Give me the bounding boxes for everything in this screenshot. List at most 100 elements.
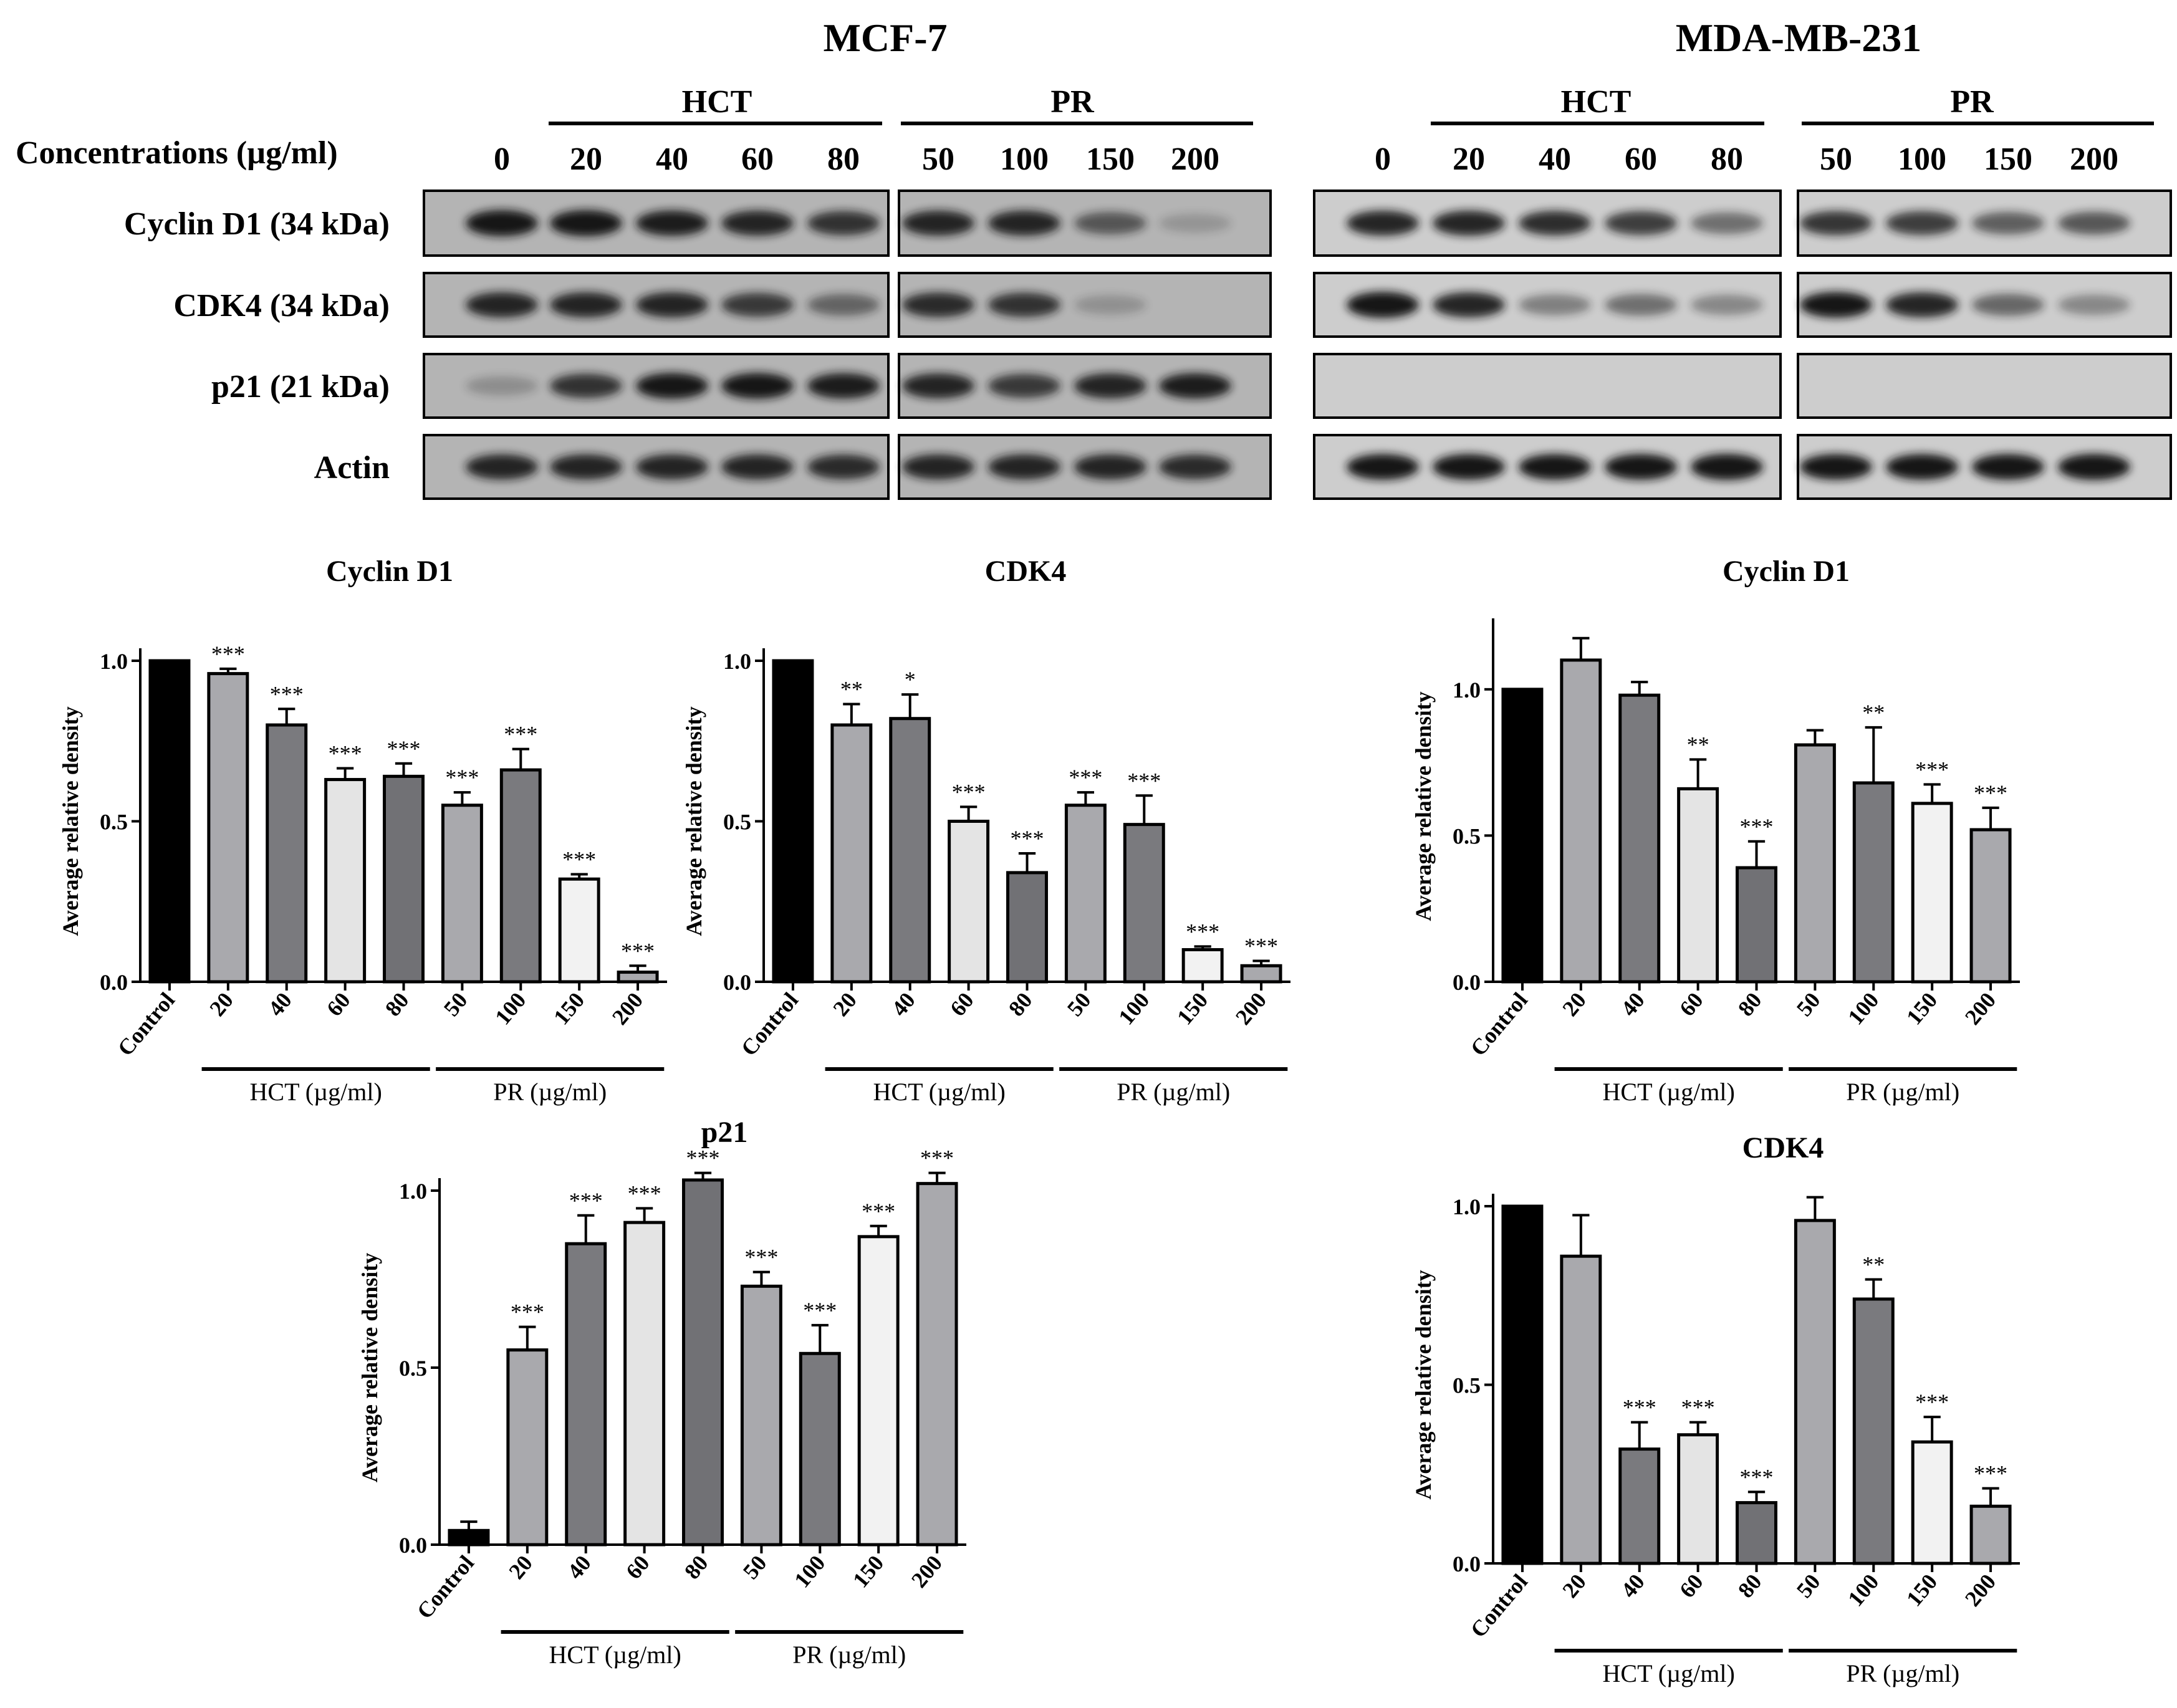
bar-60 xyxy=(1677,787,1719,984)
lane-label-mda-60: 60 xyxy=(1625,142,1657,177)
band-mcf7-row3-lane6 xyxy=(988,454,1060,480)
lane-label-mcf7-0: 0 xyxy=(494,142,510,177)
group-label-0: HCT (µg/ml) xyxy=(1603,1078,1735,1106)
mda-hct-label: HCT xyxy=(1561,84,1632,120)
bar-20 xyxy=(506,1348,549,1547)
blot-row-labels: Cyclin D1 (34 kDa) CDK4 (34 kDa) p21 (21 k… xyxy=(124,206,390,486)
band-mcf7-row1-lane4 xyxy=(807,294,880,316)
band-mcf7-row1-lane6 xyxy=(988,292,1060,317)
group-label-1: PR (µg/ml) xyxy=(792,1641,906,1669)
x-tick-label-50: 50 xyxy=(1062,987,1096,1020)
row-label-3: Actin xyxy=(314,450,390,486)
bar-150 xyxy=(1911,802,1953,984)
bar-100 xyxy=(1852,1297,1895,1565)
bar-100 xyxy=(499,768,542,984)
significance-100: *** xyxy=(803,1298,837,1323)
x-tick-label-40: 40 xyxy=(263,987,297,1020)
x-tick-label-150: 150 xyxy=(549,987,589,1029)
significance-50: *** xyxy=(1069,765,1102,790)
bar-40 xyxy=(1618,1447,1661,1565)
chart-mcf7-p21: p21 Average relative density 0.0 0.5 1.0 Cont… xyxy=(357,1116,966,1669)
band-mda-row1-lane0 xyxy=(1347,292,1419,318)
significance-50: *** xyxy=(445,765,479,790)
chart-mcf7-cdk4: CDK4 Average relative density 0.0 0.5 1.0 Con… xyxy=(681,555,1290,1106)
mda-pr-label: PR xyxy=(1950,84,1994,120)
y-tick-label-1.0: 1.0 xyxy=(723,649,751,674)
y-axis-label: Average relative density xyxy=(1411,1270,1436,1500)
lane-label-mda-150: 150 xyxy=(1984,142,2032,177)
group-label-0: HCT (µg/ml) xyxy=(1603,1659,1735,1687)
x-tick-label-150: 150 xyxy=(1172,987,1213,1029)
bar-20 xyxy=(830,723,873,984)
significance-40: * xyxy=(905,667,916,692)
band-mda-row0-lane1 xyxy=(1433,210,1505,236)
x-tick-label-200: 200 xyxy=(1231,987,1271,1029)
band-mcf7-row2-lane1 xyxy=(550,373,622,398)
band-mda-row1-lane2 xyxy=(1519,294,1591,315)
x-tick-label-60: 60 xyxy=(945,987,979,1020)
bar-80 xyxy=(1736,1501,1777,1565)
significance-100: ** xyxy=(1862,1252,1885,1277)
bar-150 xyxy=(1181,948,1224,984)
significance-80: *** xyxy=(1740,814,1774,839)
significance-60: *** xyxy=(1681,1395,1715,1420)
group-label-0: HCT (µg/ml) xyxy=(873,1078,1006,1106)
x-tick-label-100: 100 xyxy=(1843,1569,1883,1611)
bar-60 xyxy=(1677,1433,1719,1565)
blot-panel-mda-pr-row2 xyxy=(1797,353,2172,419)
band-mcf7-row3-lane2 xyxy=(636,454,708,480)
group-label-0: HCT (µg/ml) xyxy=(549,1641,681,1669)
bar-200 xyxy=(916,1182,958,1547)
lane-label-mda-0: 0 xyxy=(1375,142,1391,177)
bar-Control xyxy=(448,1528,490,1547)
significance-80: *** xyxy=(1011,826,1044,851)
band-mcf7-row1-lane2 xyxy=(636,292,708,318)
bar-40 xyxy=(266,723,308,984)
chart-mda-cdk4: CDK4 Average relative density 0.0 0.5 1.0 Con… xyxy=(1411,1131,2020,1687)
significance-150: *** xyxy=(1915,1389,1949,1414)
y-tick-label-0.5: 0.5 xyxy=(100,810,128,835)
significance-40: *** xyxy=(569,1188,603,1213)
band-mda-row3-lane7 xyxy=(1972,454,2044,480)
x-tick-label-50: 50 xyxy=(738,1550,772,1583)
bar-40 xyxy=(565,1242,607,1547)
x-tick-label-40: 40 xyxy=(887,987,920,1020)
bar-Control xyxy=(148,659,191,984)
group-label-1: PR (µg/ml) xyxy=(1846,1078,1959,1106)
lane-label-mcf7-20: 20 xyxy=(570,142,602,177)
significance-50: *** xyxy=(744,1245,778,1270)
band-mda-row3-lane3 xyxy=(1605,454,1677,480)
x-tick-label-200: 200 xyxy=(1960,987,2001,1029)
lane-label-mcf7-50: 50 xyxy=(922,142,954,177)
y-tick-label-1.0: 1.0 xyxy=(399,1179,427,1204)
x-tick-label-20: 20 xyxy=(204,987,238,1020)
y-tick-label-0.0: 0.0 xyxy=(1453,1552,1481,1576)
bar-200 xyxy=(1969,1504,2012,1565)
band-mda-row0-lane6 xyxy=(1886,211,1958,236)
chart-mda-cyclin-d1: Cyclin D1 Average relative density 0.0 0.5 1… xyxy=(1411,555,2020,1106)
bar-80 xyxy=(1736,866,1777,984)
significance-200: *** xyxy=(1974,1461,2007,1486)
x-tick-label-Control: Control xyxy=(113,987,180,1060)
x-tick-label-200: 200 xyxy=(1960,1569,2001,1611)
significance-150: *** xyxy=(1915,757,1949,782)
significance-60: ** xyxy=(1687,732,1709,757)
band-mcf7-row3-lane8 xyxy=(1159,454,1231,479)
y-axis-label: Average relative density xyxy=(58,706,83,936)
bar-50 xyxy=(1794,1219,1836,1565)
y-tick-label-0.5: 0.5 xyxy=(1453,1373,1481,1398)
significance-20: ** xyxy=(840,677,863,702)
band-mda-row0-lane4 xyxy=(1691,212,1763,234)
x-tick-label-100: 100 xyxy=(789,1550,830,1592)
mcf7-pr-label: PR xyxy=(1050,84,1095,120)
band-mcf7-row2-lane6 xyxy=(988,373,1060,398)
x-tick-label-150: 150 xyxy=(1901,987,1942,1029)
band-mda-row3-lane5 xyxy=(1800,454,1872,480)
x-tick-label-50: 50 xyxy=(1792,987,1825,1020)
x-tick-label-80: 80 xyxy=(1733,1569,1767,1602)
bar-Control xyxy=(1501,1204,1544,1565)
significance-40: *** xyxy=(1623,1395,1656,1420)
lane-label-mda-50: 50 xyxy=(1820,142,1852,177)
x-tick-label-60: 60 xyxy=(322,987,355,1020)
band-mcf7-row0-lane7 xyxy=(1074,212,1146,234)
